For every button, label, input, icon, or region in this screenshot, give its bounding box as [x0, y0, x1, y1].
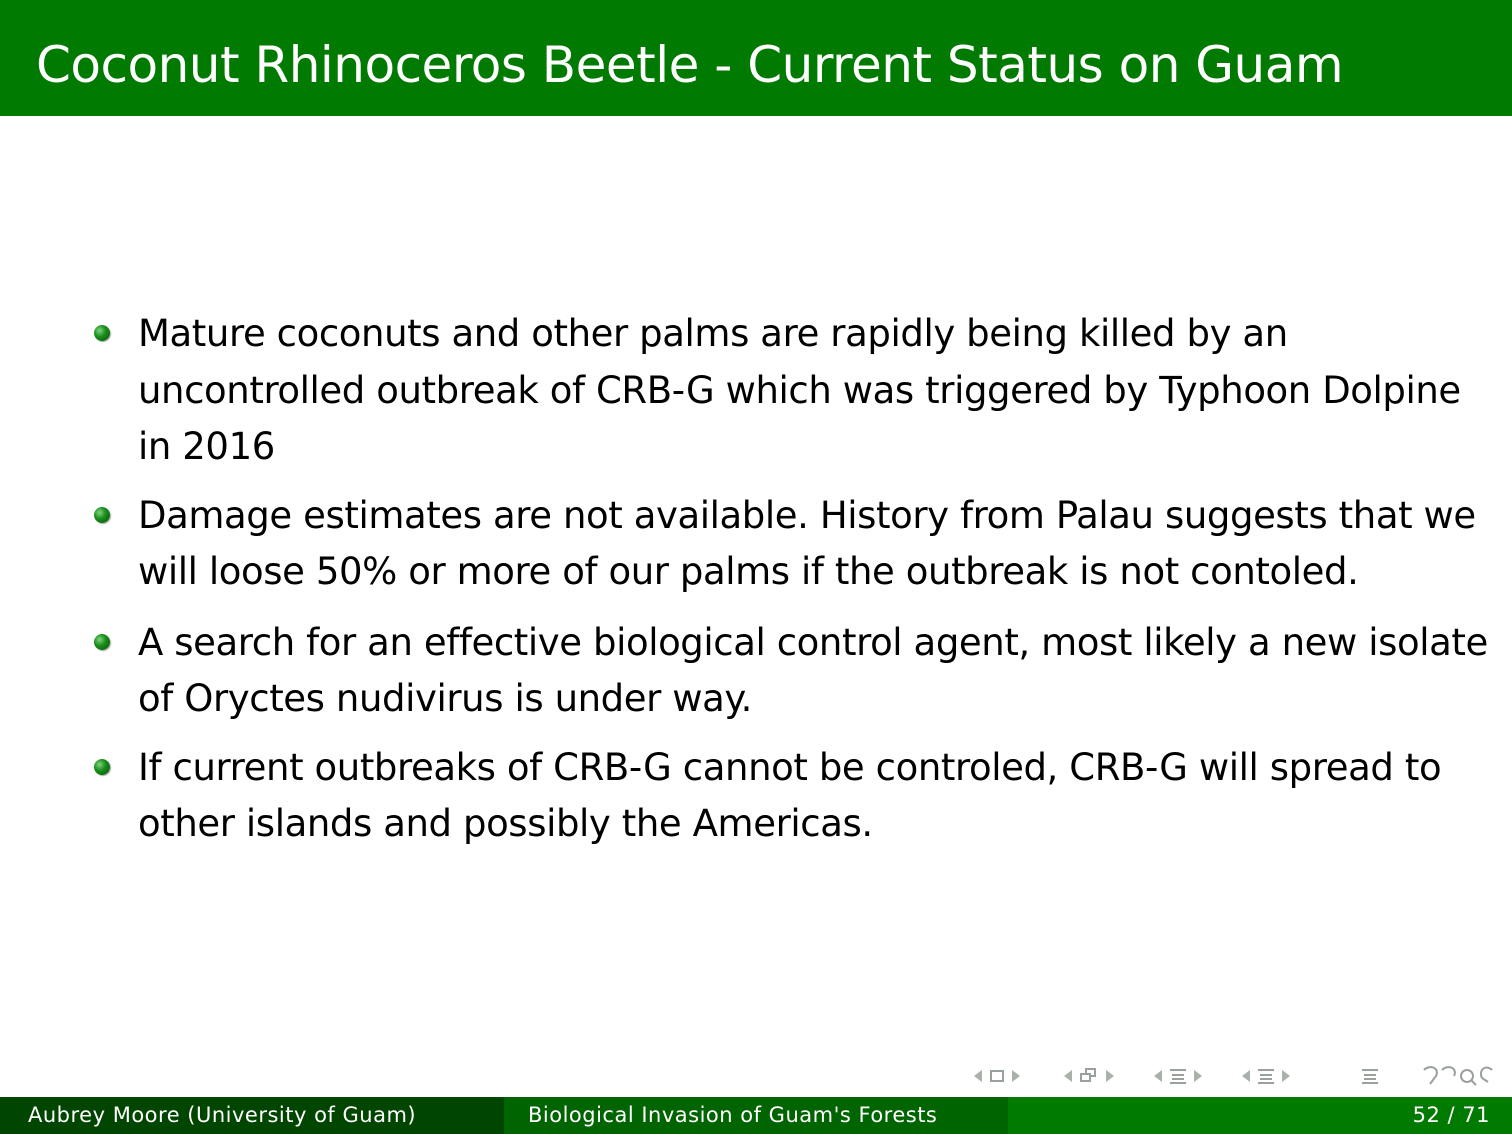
next-frame-icon[interactable]	[1012, 1070, 1020, 1082]
bullet-icon	[94, 325, 110, 341]
section-nav-icon[interactable]	[1170, 1068, 1186, 1084]
bullet-text: A search for an effective biological con…	[138, 620, 1488, 721]
bullet-text: Damage estimates are not available. Hist…	[138, 493, 1476, 594]
subsection-nav-icon[interactable]	[1080, 1068, 1098, 1084]
footer-talk-title: Biological Invasion of Guam's Forests	[528, 1103, 938, 1127]
title-bar: Coconut Rhinoceros Beetle - Current Stat…	[0, 0, 1512, 116]
section-nav[interactable]	[1154, 1060, 1202, 1092]
footer-author: Aubrey Moore (University of Guam)	[28, 1103, 417, 1127]
toc-icon[interactable]	[1362, 1068, 1378, 1084]
search-undo-redo[interactable]	[1420, 1064, 1494, 1088]
footer: Aubrey Moore (University of Guam) Biolog…	[0, 1097, 1512, 1134]
previous-frame-icon[interactable]	[974, 1070, 982, 1082]
bullet-icon	[94, 758, 110, 775]
footer-title-panel: Biological Invasion of Guam's Forests	[504, 1097, 1008, 1134]
slide-title: Coconut Rhinoceros Beetle - Current Stat…	[36, 36, 1344, 94]
subsection-nav[interactable]	[1064, 1060, 1114, 1092]
subsection-list-nav-icon[interactable]	[1258, 1068, 1274, 1084]
previous-subsection-icon[interactable]	[1064, 1070, 1072, 1082]
list-item: If current outbreaks of CRB-G cannot be …	[90, 740, 1490, 853]
previous-section-icon[interactable]	[1154, 1070, 1162, 1082]
frame-nav-icon[interactable]	[990, 1070, 1004, 1082]
navigation-bar	[968, 1060, 1508, 1092]
footer-page-panel: 52 / 71	[1008, 1097, 1512, 1134]
bullet-text: Mature coconuts and other palms are rapi…	[138, 312, 1461, 468]
list-item: Mature coconuts and other palms are rapi…	[90, 306, 1490, 476]
list-item: Damage estimates are not available. Hist…	[90, 488, 1490, 601]
next-section-icon[interactable]	[1194, 1070, 1202, 1082]
list-item: A search for an effective biological con…	[90, 615, 1490, 728]
page-number: 52 / 71	[1412, 1103, 1490, 1127]
bullet-text: If current outbreaks of CRB-G cannot be …	[138, 745, 1442, 846]
previous-part-icon[interactable]	[1242, 1070, 1250, 1082]
search-undo-redo-icon[interactable]	[1420, 1064, 1494, 1088]
bullet-icon	[94, 506, 110, 523]
footer-author-panel: Aubrey Moore (University of Guam)	[0, 1097, 504, 1134]
frame-nav[interactable]	[974, 1060, 1020, 1092]
bullet-icon	[94, 633, 110, 650]
subsection-list-nav[interactable]	[1242, 1060, 1290, 1092]
toc-nav[interactable]	[1362, 1060, 1378, 1092]
bullet-list: Mature coconuts and other palms are rapi…	[90, 306, 1490, 865]
next-subsection-icon[interactable]	[1106, 1070, 1114, 1082]
next-part-icon[interactable]	[1282, 1070, 1290, 1082]
